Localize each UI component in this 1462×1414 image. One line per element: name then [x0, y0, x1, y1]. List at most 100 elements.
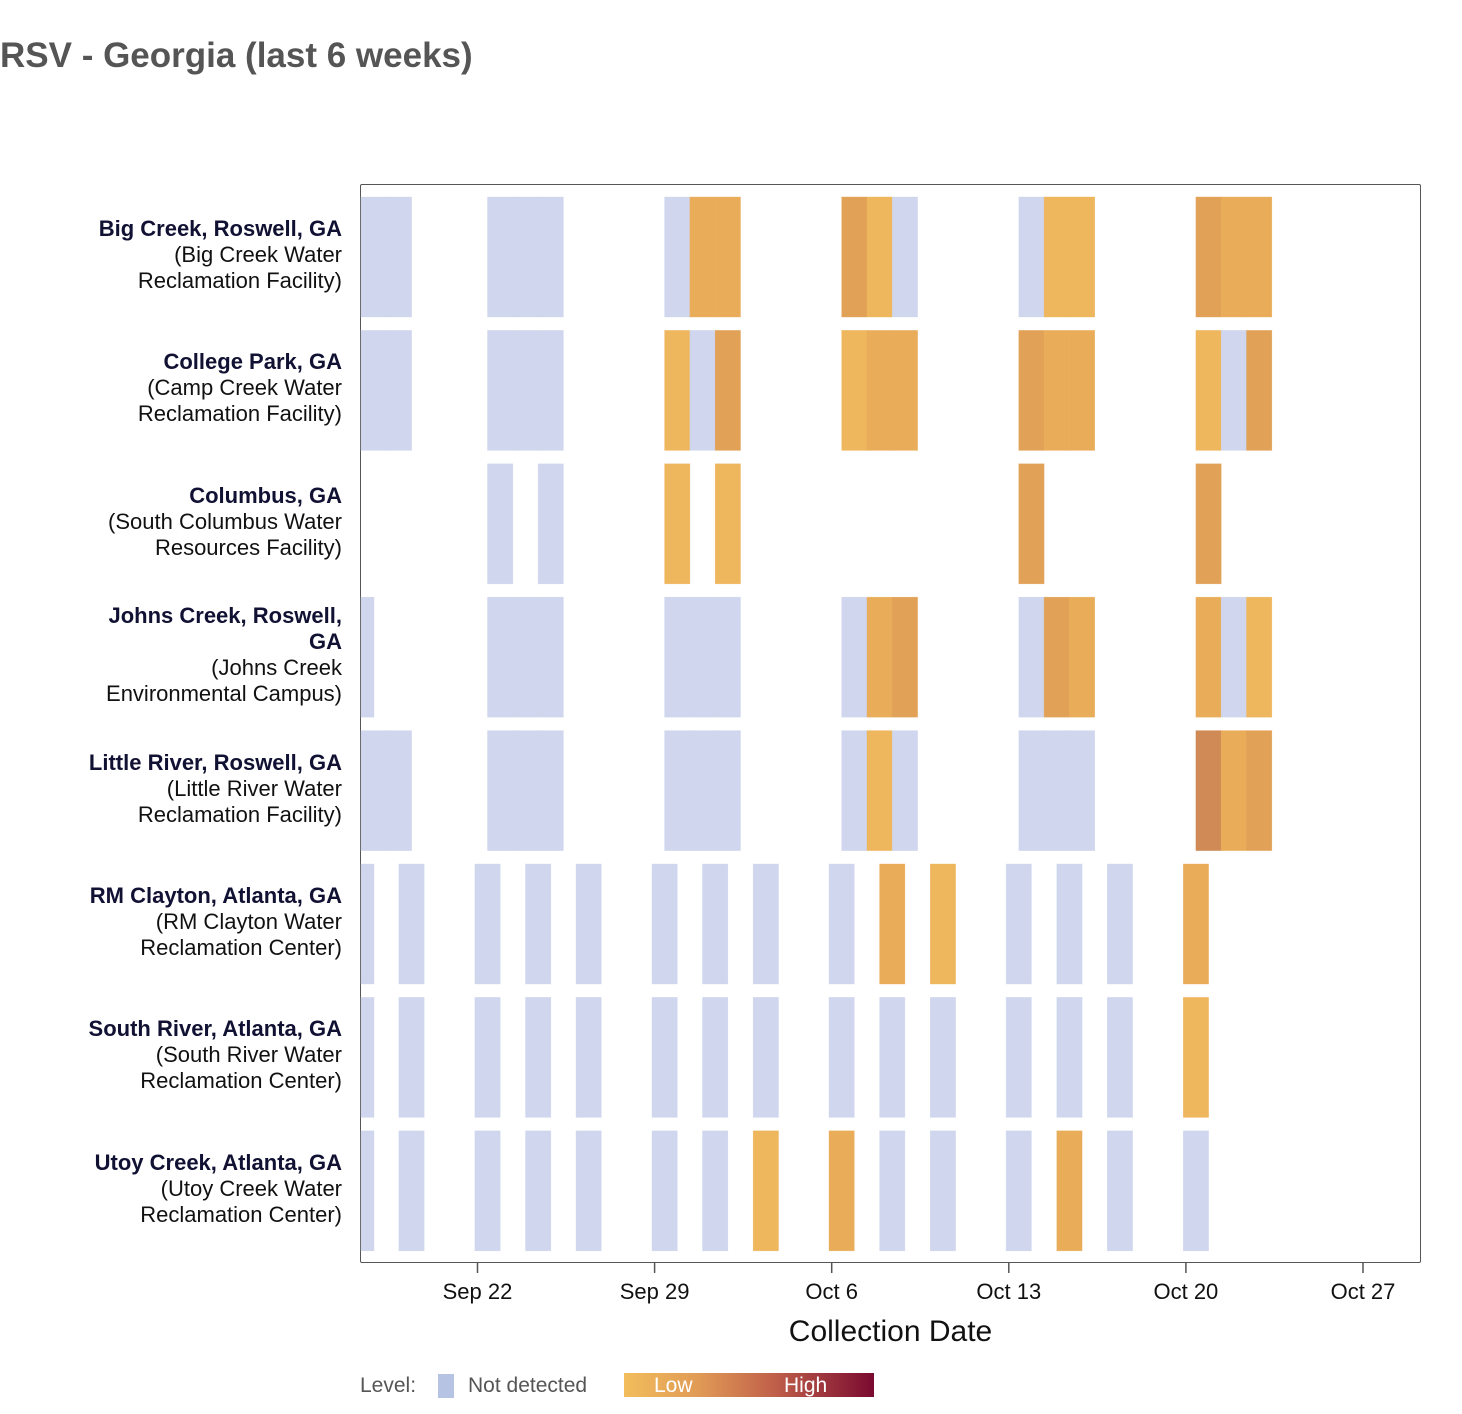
cell-3-11 — [1043, 596, 1070, 718]
row-label: RM Clayton, Atlanta, GA (RM Clayton Water… — [12, 883, 342, 961]
cell-7-14 — [1183, 1130, 1209, 1252]
row-facility-name: (RM Clayton Water — [155, 909, 342, 934]
row-label: Johns Creek, Roswell, GA (Johns Creek Envir… — [12, 603, 342, 707]
cell-1-9 — [866, 330, 893, 451]
row-facility-name: Reclamation Facility) — [137, 401, 342, 427]
cell-7-2 — [474, 1130, 501, 1252]
row-label: Little River, Roswell, GA (Little River W… — [12, 750, 342, 828]
cell-5-5 — [651, 863, 678, 985]
cell-0-10 — [891, 196, 918, 318]
cell-4-11 — [1018, 730, 1045, 851]
row-facility-name: Resources Facility) — [154, 534, 342, 560]
cell-5-14 — [1183, 863, 1209, 985]
cell-0-14 — [1195, 196, 1222, 318]
row-site-name: Little River, Roswell, GA — [88, 749, 342, 775]
row-label: College Park, GA (Camp Creek Water Reclama… — [12, 349, 342, 427]
cell-1-10 — [891, 330, 918, 451]
cell-1-16 — [1246, 330, 1273, 451]
cell-1-7 — [714, 330, 741, 451]
cell-0-1 — [385, 196, 412, 318]
cell-5-12 — [1056, 863, 1083, 985]
cell-6-2 — [474, 997, 501, 1118]
legend-label: Level: — [360, 1374, 417, 1397]
row-label: Big Creek, Roswell, GA (Big Creek Water Re… — [12, 216, 342, 294]
cell-2-5 — [1195, 463, 1222, 585]
cell-3-3 — [537, 596, 564, 718]
row-facility-name: Reclamation Center) — [140, 935, 342, 960]
x-tick-label: Sep 29 — [620, 1279, 690, 1304]
legend-not-detected-text: Not detected — [468, 1374, 588, 1397]
row-site-name: GA — [309, 629, 342, 655]
cell-6-0 — [360, 997, 375, 1118]
cell-5-3 — [525, 863, 552, 985]
cell-2-0 — [487, 463, 514, 585]
row-site-name: Big Creek, Roswell, GA — [98, 216, 342, 241]
cell-1-8 — [841, 330, 868, 451]
cell-4-13 — [1069, 730, 1096, 851]
cell-6-3 — [525, 997, 552, 1118]
cell-0-12 — [1043, 196, 1070, 318]
row-label: South River, Atlanta, GA (South River Wat… — [12, 1016, 342, 1094]
row-site-name: Utoy Creek, Atlanta, GA — [94, 1149, 342, 1175]
cell-1-11 — [1018, 330, 1045, 451]
cell-5-0 — [360, 863, 375, 985]
cell-4-4 — [537, 730, 564, 851]
cell-6-1 — [398, 997, 425, 1118]
cell-7-9 — [879, 1130, 906, 1252]
cell-1-3 — [512, 330, 539, 451]
cell-6-9 — [879, 997, 906, 1118]
cell-1-14 — [1195, 330, 1222, 451]
cell-1-2 — [487, 330, 514, 451]
x-tick-label: Oct 27 — [1331, 1279, 1396, 1304]
row-site-name: Columbus, GA — [189, 482, 342, 508]
cell-3-9 — [891, 596, 918, 718]
row-site-name: College Park, GA — [163, 349, 342, 375]
cell-4-14 — [1195, 730, 1222, 851]
cell-6-5 — [651, 997, 678, 1118]
chart-title: RSV - Georgia (last 6 weeks) — [0, 36, 473, 75]
cell-5-8 — [828, 863, 855, 985]
row-facility-name: (South River Water — [155, 1042, 342, 1068]
cell-5-10 — [929, 863, 956, 985]
cell-3-12 — [1069, 596, 1096, 718]
cell-5-4 — [575, 863, 602, 985]
cell-6-10 — [929, 997, 956, 1118]
cell-5-6 — [702, 863, 729, 985]
cell-7-13 — [1107, 1130, 1133, 1252]
row-facility-name: (Big Creek Water — [174, 242, 342, 267]
x-tick-label: Oct 20 — [1153, 1279, 1218, 1304]
row-facility-name: (Little River Water — [166, 775, 342, 801]
cell-0-8 — [841, 196, 868, 318]
cell-4-7 — [714, 730, 741, 851]
cell-7-10 — [929, 1130, 956, 1252]
cell-0-9 — [866, 196, 893, 318]
cell-6-4 — [575, 997, 602, 1118]
cell-3-10 — [1018, 596, 1045, 718]
row-site-name: RM Clayton, Atlanta, GA — [89, 883, 342, 908]
cell-3-13 — [1195, 596, 1222, 718]
cell-0-15 — [1220, 196, 1247, 318]
cell-0-4 — [537, 196, 564, 318]
row-facility-name: (Camp Creek Water — [147, 375, 342, 401]
cell-3-0 — [360, 596, 375, 718]
legend-gradient: Low High — [624, 1373, 874, 1397]
cell-0-16 — [1246, 196, 1273, 318]
legend-low-text: Low — [654, 1374, 693, 1397]
cell-0-7 — [714, 196, 741, 318]
legend-high-text: High — [784, 1374, 828, 1397]
cell-7-8 — [828, 1130, 855, 1252]
cell-3-5 — [689, 596, 716, 718]
legend-not-detected-swatch — [438, 1374, 454, 1398]
cell-3-7 — [841, 596, 868, 718]
cell-1-13 — [1069, 330, 1096, 451]
cell-1-12 — [1043, 330, 1070, 451]
cell-4-5 — [664, 730, 691, 851]
cell-6-8 — [828, 997, 855, 1118]
cell-1-0 — [360, 330, 387, 451]
cell-6-11 — [1005, 997, 1032, 1118]
cell-7-3 — [525, 1130, 552, 1252]
cell-4-2 — [487, 730, 514, 851]
cell-6-13 — [1107, 997, 1133, 1118]
x-tick-label: Oct 6 — [805, 1279, 858, 1304]
